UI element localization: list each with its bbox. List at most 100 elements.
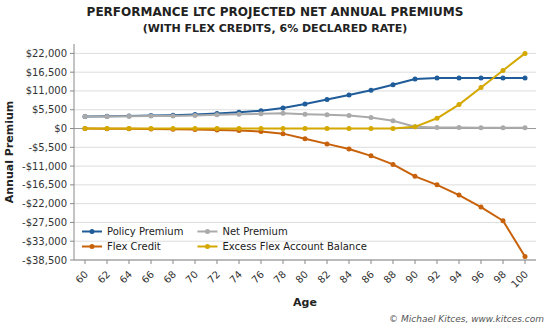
x-axis-label: Age [293,296,317,309]
x-tick-label: 62 [95,269,112,286]
x-tick [481,260,482,264]
y-tick-label: -$27,500 [22,217,67,228]
x-tick-label: 90 [403,269,420,286]
x-tick [85,260,86,264]
y-tick-label: $5,500 [32,104,67,115]
point [171,126,176,131]
point [369,126,374,131]
point [83,126,88,131]
point [237,126,242,131]
point [457,125,462,130]
y-tick [70,166,74,167]
point [259,111,264,116]
point [391,82,396,87]
y-tick [70,184,74,185]
point [347,113,352,118]
point [105,114,110,119]
x-tick-label: 76 [249,269,266,286]
point [501,125,506,130]
x-tick [305,260,306,264]
legend-label: Net Premium [222,226,287,237]
series-line [85,78,525,117]
grid-line [74,203,536,204]
legend-marker [90,244,95,249]
point [523,75,528,80]
x-tick [151,260,152,264]
series-line [85,53,525,128]
legend-marker [205,244,210,249]
point [105,126,110,131]
x-axis-line [74,260,536,261]
point [171,113,176,118]
x-tick-label: 70 [183,269,200,286]
point [237,112,242,117]
legend-marker [205,229,210,234]
point [391,118,396,123]
x-tick [283,260,284,264]
point [435,116,440,121]
grid-line [74,166,536,167]
x-tick-label: 82 [315,269,332,286]
point [281,111,286,116]
point [369,153,374,158]
point [193,126,198,131]
point [413,174,418,179]
y-tick [70,147,74,148]
y-tick [70,109,74,110]
grid-line [74,72,536,73]
grid-line [74,90,536,91]
series-line [85,129,525,257]
point [171,113,176,118]
point [369,88,374,93]
grid [74,53,536,260]
x-tick [107,260,108,264]
x-tick-label: 100 [509,269,530,290]
x-tick-label: 84 [337,269,354,286]
point [215,126,220,131]
legend: Policy PremiumFlex CreditNet PremiumExce… [82,226,367,252]
point [127,126,132,131]
point [501,75,506,80]
x-tick-label: 66 [139,269,156,286]
point [523,254,528,259]
legend-label: Policy Premium [107,226,183,237]
x-tick [415,260,416,264]
grid-line [74,147,536,148]
x-tick [217,260,218,264]
point [347,93,352,98]
point [479,205,484,210]
point [369,115,374,120]
watermark: © Michael Kitces, www.kitces.com [389,314,544,324]
point [281,126,286,131]
point [435,125,440,130]
point [105,114,110,119]
point [127,126,132,131]
point [325,112,330,117]
x-tick-label: 60 [73,269,90,286]
point [281,131,286,136]
x-tick-label: 74 [227,269,244,286]
point [149,114,154,119]
grid-line [74,109,536,110]
y-tick [70,203,74,204]
point [303,101,308,106]
x-tick-label: 80 [293,269,310,286]
y-tick-label: -$5,500 [28,142,67,153]
x-tick-label: 86 [359,269,376,286]
point [457,102,462,107]
x-tick [261,260,262,264]
subtitle: (WITH FLEX CREDITS, 6% DECLARED RATE) [143,22,408,35]
y-tick [70,260,74,261]
y-tick [70,90,74,91]
point [501,68,506,73]
point [303,136,308,141]
x-tick [393,260,394,264]
x-tick-label: 92 [425,269,442,286]
point [325,126,330,131]
point [501,218,506,223]
x-tick [503,260,504,264]
x-tick-label: 94 [447,269,464,286]
legend-label: Excess Flex Account Balance [222,241,366,252]
point [193,113,198,118]
title: PERFORMANCE LTC PROJECTED NET ANNUAL PRE… [87,5,464,19]
